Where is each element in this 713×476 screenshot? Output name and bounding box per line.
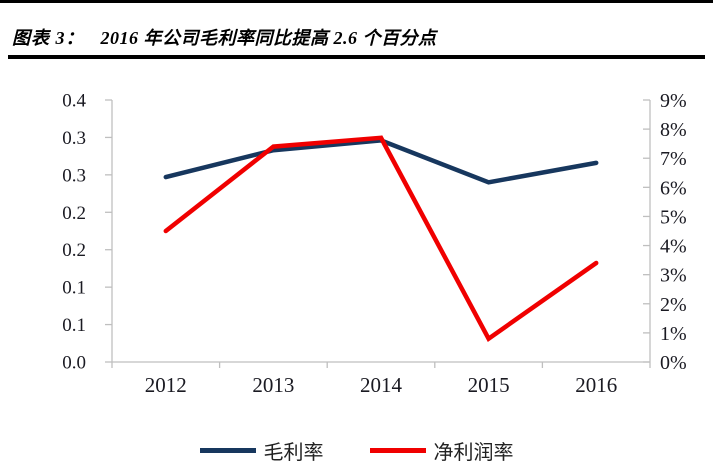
left-axis-tick-label: 0.0 <box>62 353 86 374</box>
right-axis-tick-label: 9% <box>660 90 687 112</box>
left-axis-tick-label: 0.1 <box>62 315 86 336</box>
legend-item-gross-margin: 毛利率 <box>199 436 324 465</box>
chart-legend: 毛利率 净利润率 <box>0 436 713 465</box>
right-axis-tick-label: 3% <box>660 265 687 287</box>
x-axis-year-label: 2015 <box>468 373 510 397</box>
right-axis-tick-label: 0% <box>660 352 687 374</box>
net-profit-margin-legend-label: 净利润率 <box>433 442 514 464</box>
page-top-border <box>0 0 713 3</box>
right-axis-tick-label: 8% <box>660 119 687 141</box>
right-axis-tick-label: 4% <box>660 236 687 258</box>
gross-margin-line <box>163 138 599 185</box>
right-axis-tick-label: 6% <box>660 177 687 199</box>
right-axis-tick-label: 7% <box>660 148 687 170</box>
figure-header: 图表 3： 2016 年公司毛利率同比提高 2.6 个百分点 <box>12 24 705 50</box>
right-axis-tick-label: 2% <box>660 294 687 316</box>
gross-margin-legend-label: 毛利率 <box>263 442 324 464</box>
figure-title: 2016 年公司毛利率同比提高 2.6 个百分点 <box>100 28 437 48</box>
x-axis-year-label: 2014 <box>360 373 403 397</box>
left-axis-tick-label: 0.2 <box>62 240 86 261</box>
gross-margin-legend-swatch <box>199 448 256 453</box>
title-underline-rule <box>8 55 705 59</box>
left-axis-tick-label: 0.2 <box>62 203 86 224</box>
right-axis-tick-label: 1% <box>660 323 687 345</box>
left-axis-tick-label: 0.3 <box>62 165 86 186</box>
legend-item-net-profit-margin: 净利润率 <box>369 436 514 465</box>
right-axis-tick-label: 5% <box>660 206 687 228</box>
net-profit-margin-legend-swatch <box>369 448 426 453</box>
left-axis-tick-label: 0.4 <box>62 91 86 112</box>
figure-number-label: 图表 3： <box>12 28 85 48</box>
x-axis-year-label: 2013 <box>252 373 294 397</box>
left-axis-tick-label: 0.3 <box>62 128 86 149</box>
net-profit-margin-line <box>163 135 599 343</box>
left-axis-tick-label: 0.1 <box>62 278 86 299</box>
x-axis-year-label: 2012 <box>145 373 187 397</box>
x-axis-year-label: 2016 <box>575 373 617 397</box>
